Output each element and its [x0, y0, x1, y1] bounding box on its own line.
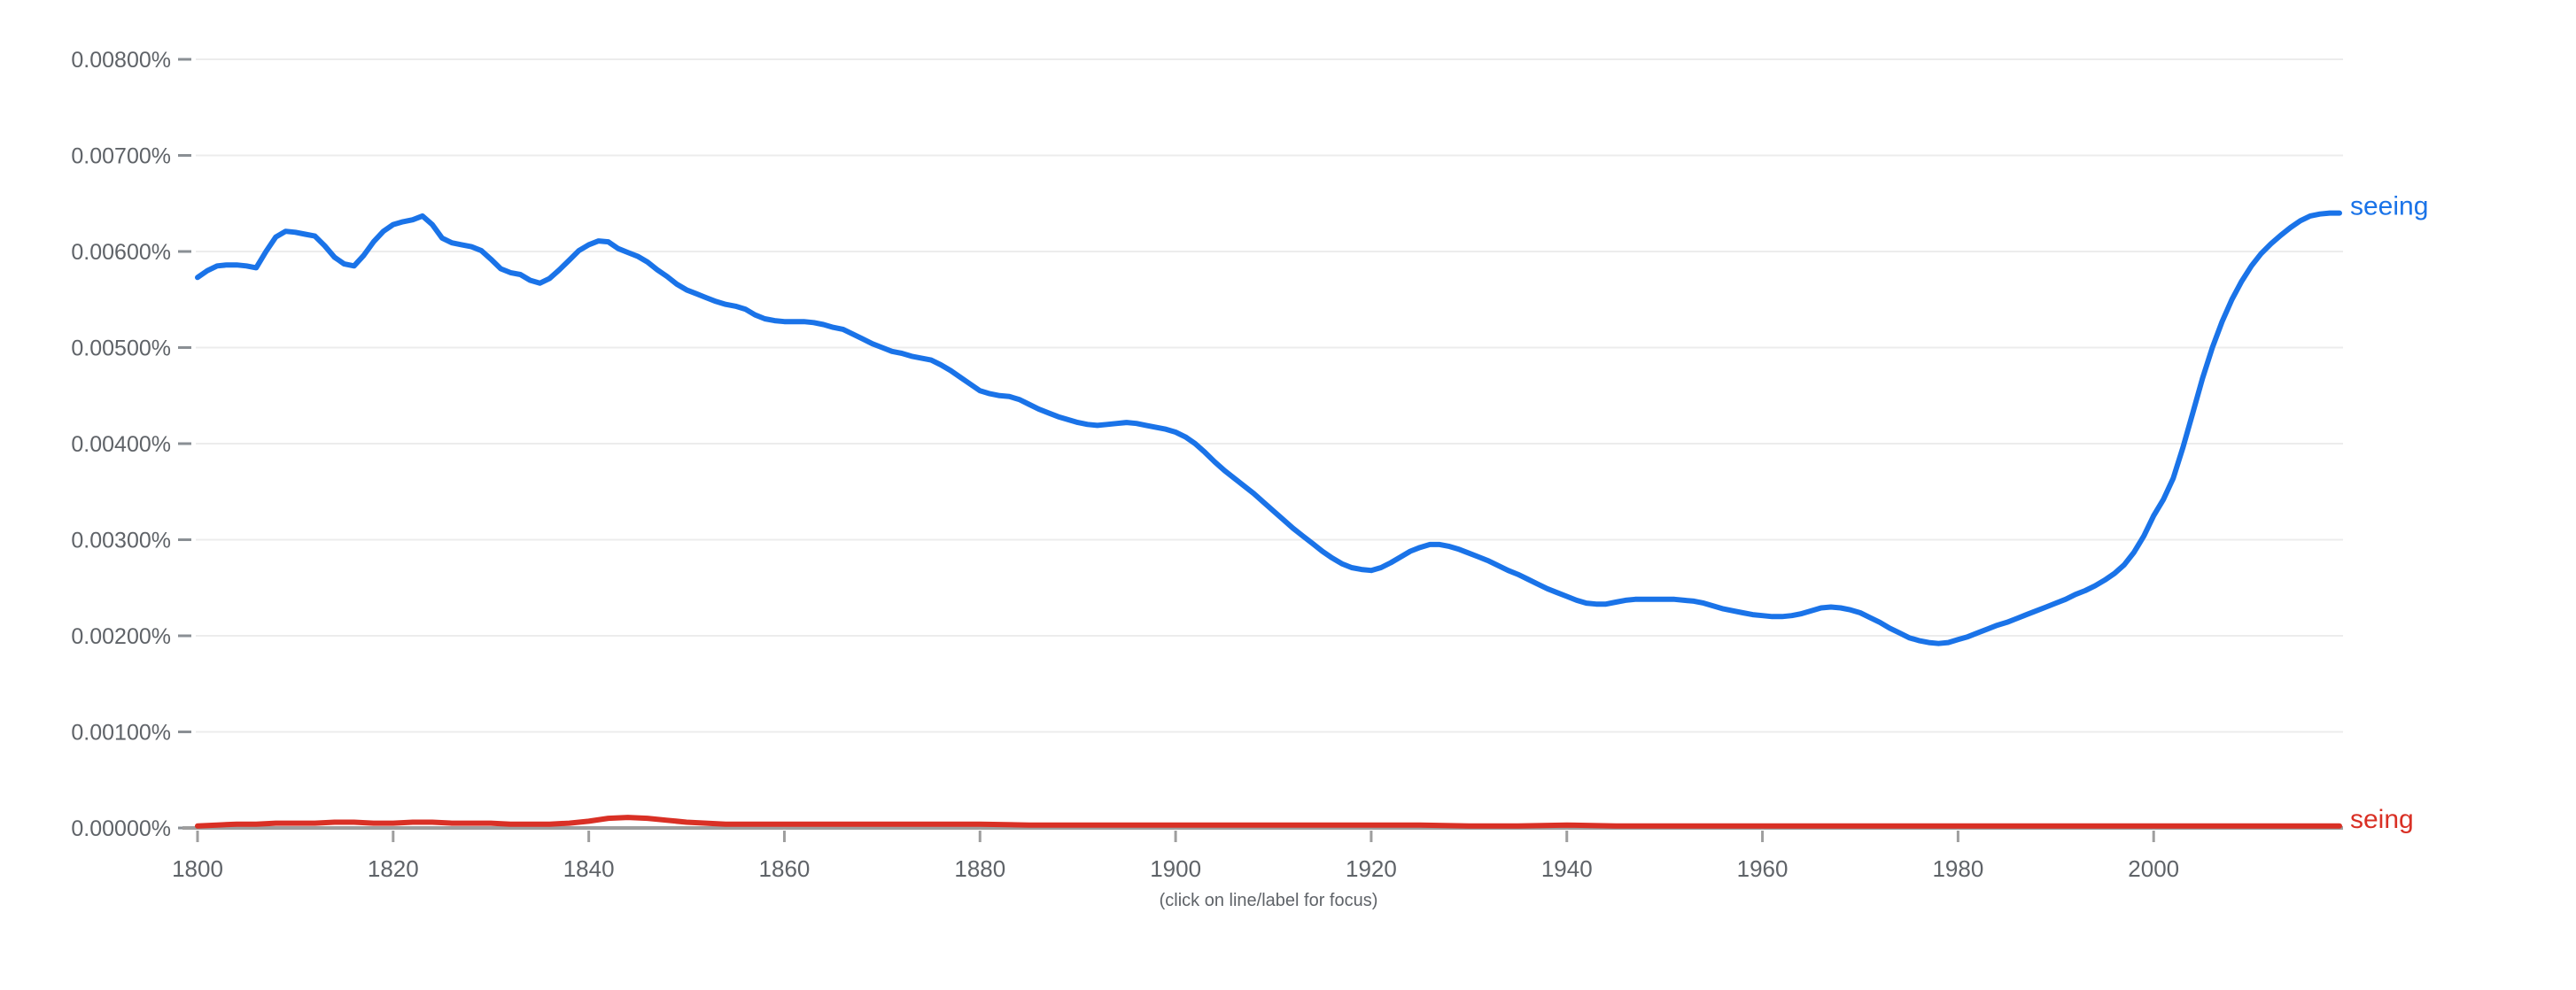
x-axis-label: 1800	[172, 855, 223, 882]
y-axis-label: 0.00000%	[71, 816, 171, 841]
y-axis-label: 0.00500%	[71, 336, 171, 361]
x-axis-label: 1940	[1541, 855, 1593, 882]
x-axis-label: 1820	[368, 855, 419, 882]
axes-layer: 0.00000% 0.00100% 0.00200% 0.00300% 0.00400%…	[71, 48, 2343, 882]
y-axis-label: 0.00400%	[71, 432, 171, 457]
series-line-seeing[interactable]	[195, 210, 2342, 646]
series-layer	[195, 210, 2342, 829]
x-axis-label: 1980	[1932, 855, 1983, 882]
series-label-seing[interactable]: seing	[2350, 805, 2414, 834]
y-axis-label: 0.00200%	[71, 624, 171, 649]
y-axis-label: 0.00300%	[71, 529, 171, 553]
x-axis-label: 1900	[1150, 855, 1201, 882]
y-axis-label: 0.00800%	[71, 48, 171, 73]
gridlines-layer	[196, 58, 2343, 733]
y-axis-label: 0.00100%	[71, 721, 171, 746]
x-axis-label: 1920	[1346, 855, 1397, 882]
x-axis-label: 1960	[1737, 855, 1788, 882]
y-axis-label: 0.00700%	[71, 144, 171, 169]
y-axis-label: 0.00600%	[71, 240, 171, 265]
x-axis-label: 1840	[563, 855, 615, 882]
series-line-seing[interactable]	[195, 815, 2342, 829]
focus-hint-caption: (click on line/label for focus)	[1159, 891, 1378, 910]
x-axis-label: 2000	[2128, 855, 2179, 882]
series-label-seeing[interactable]: seeing	[2350, 192, 2428, 221]
x-axis-label: 1860	[759, 855, 811, 882]
x-axis-label: 1880	[954, 855, 1005, 882]
